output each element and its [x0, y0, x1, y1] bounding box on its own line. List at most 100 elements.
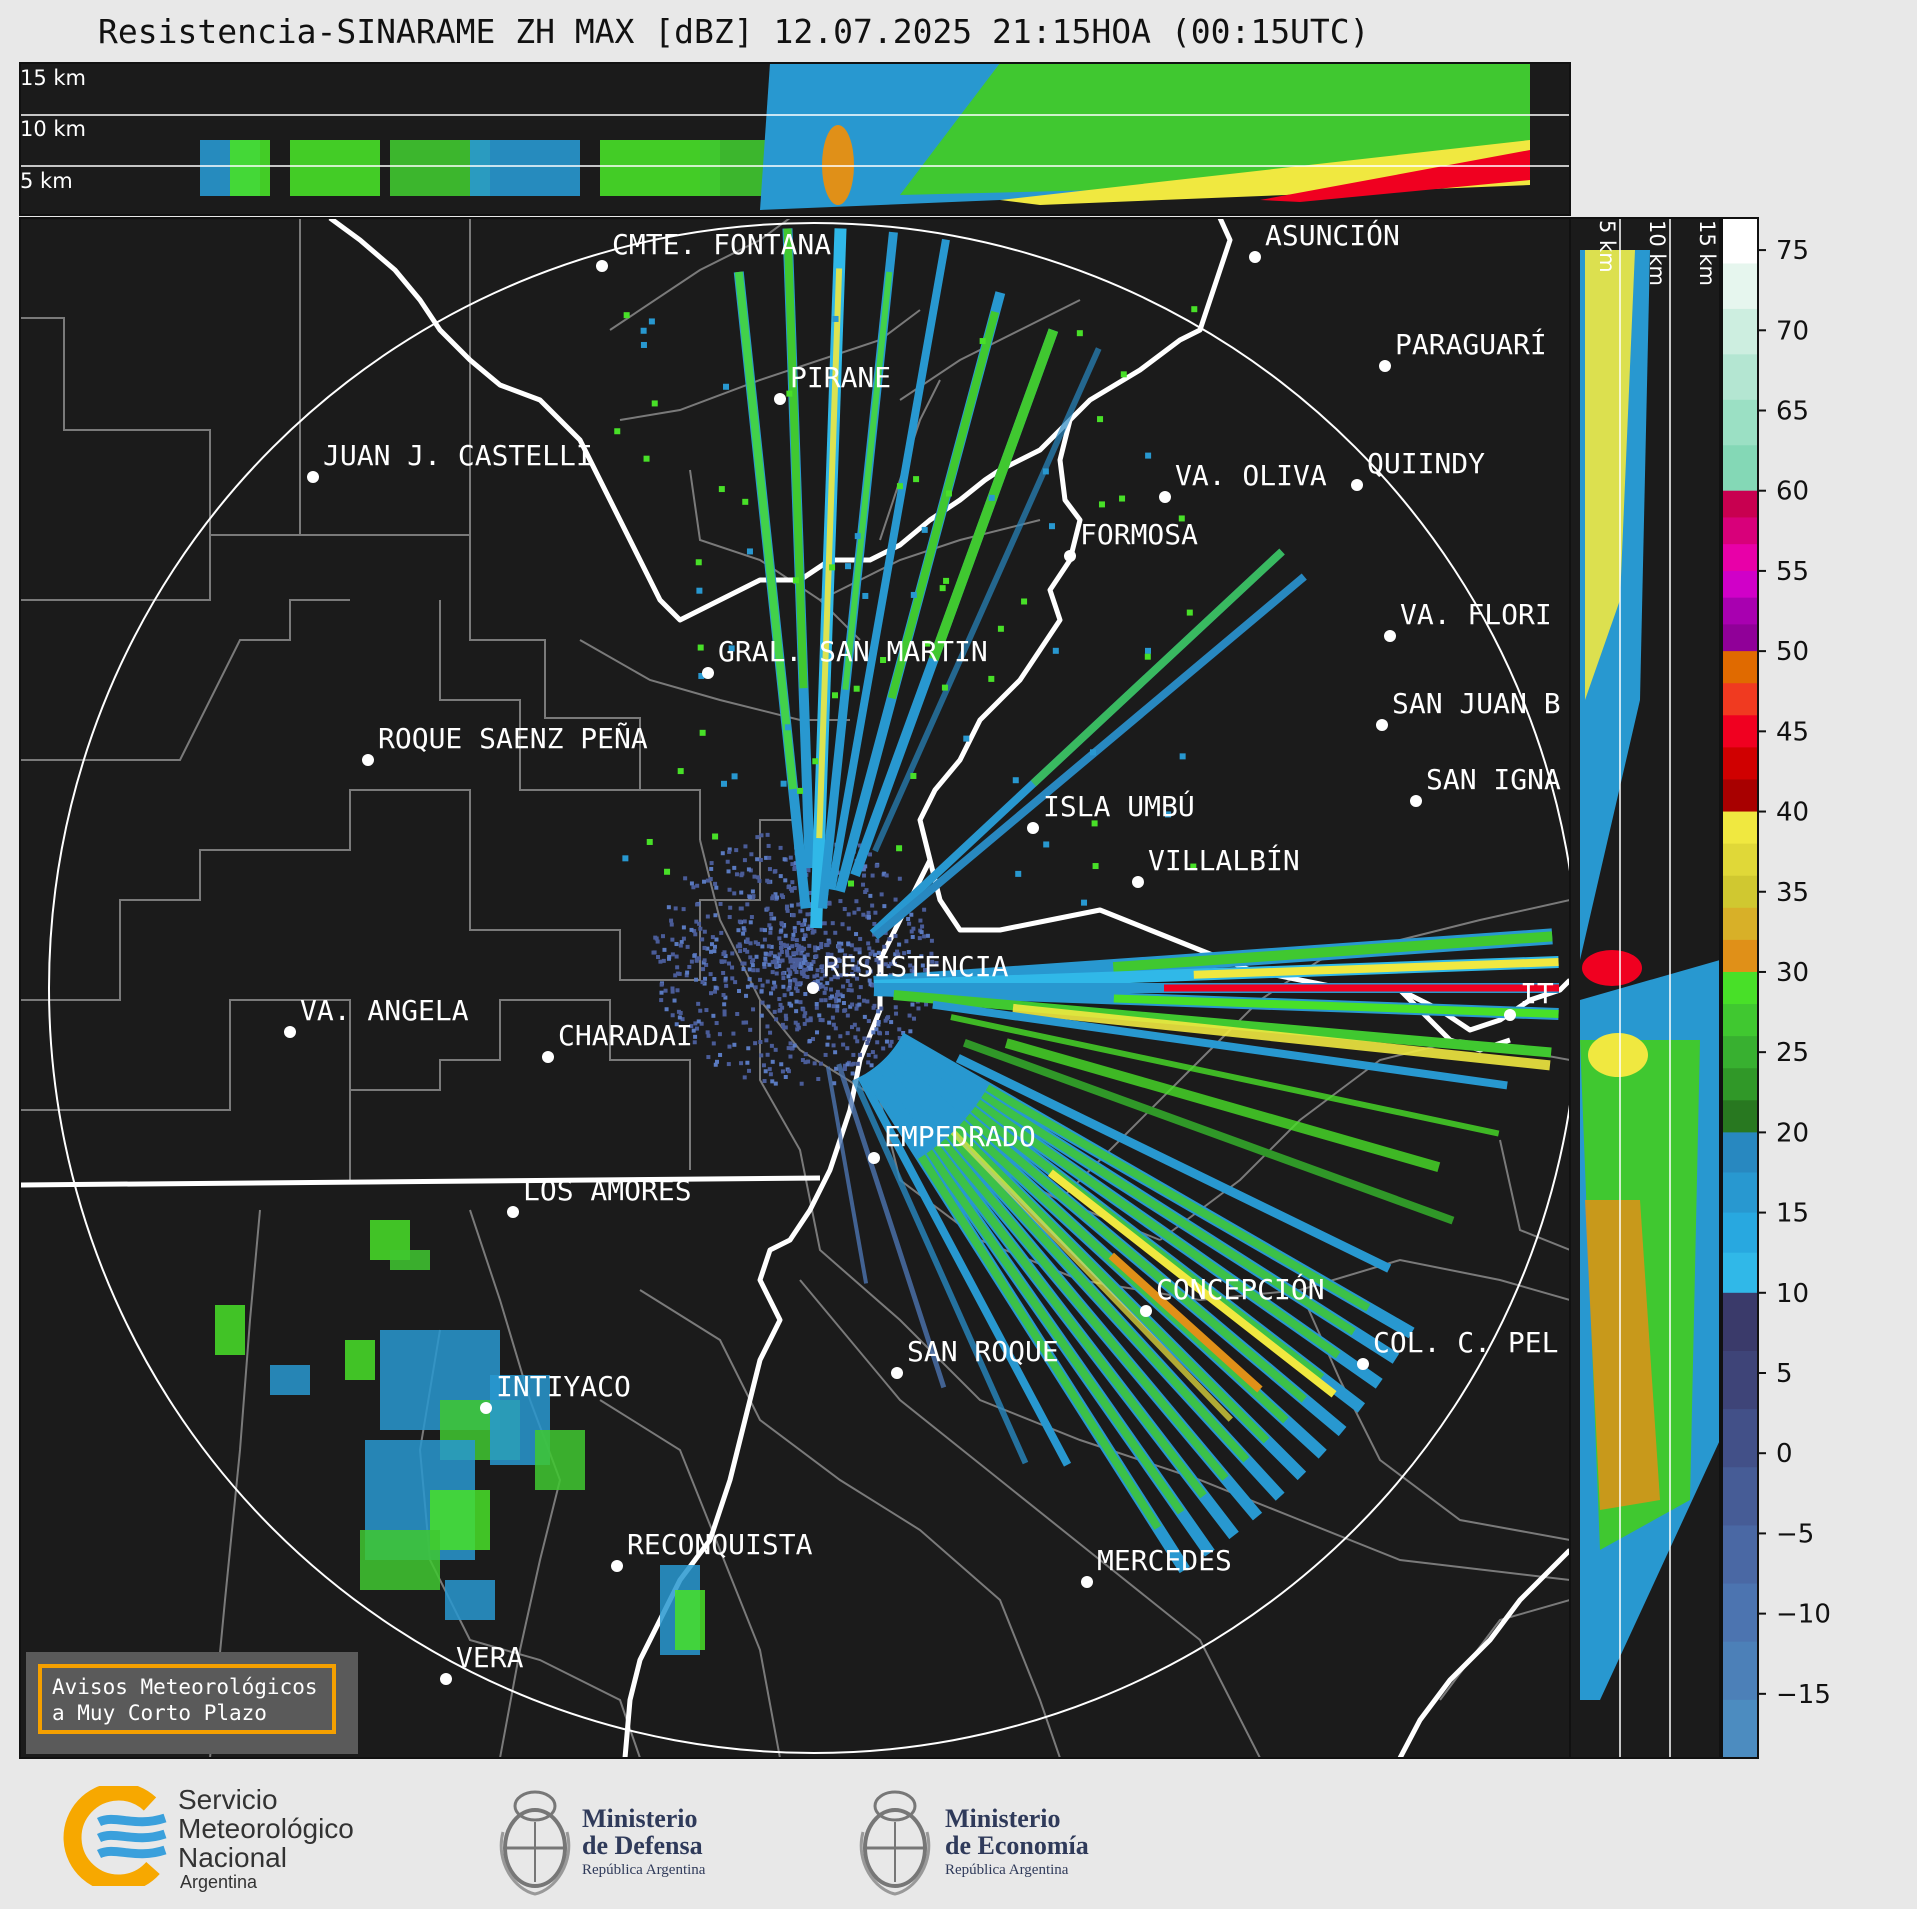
- city-label: INTIYACO: [496, 1370, 631, 1403]
- echo-cell: [866, 1053, 871, 1058]
- echo-cell: [786, 1046, 791, 1051]
- echo-beam: [918, 1154, 1162, 1530]
- echo-cell: [651, 950, 656, 955]
- echo-beam: [816, 268, 843, 839]
- echo-cell: [742, 498, 749, 505]
- echo-cell: [842, 1067, 847, 1072]
- colorbar-segment: [1722, 939, 1758, 973]
- echo-cell: [662, 947, 667, 952]
- echo-cell: [851, 973, 856, 978]
- smn-line2: Meteorológico: [178, 1813, 354, 1844]
- echo-cell: [913, 476, 920, 483]
- echo-cell: [676, 1009, 681, 1014]
- echo-cell: [876, 950, 881, 955]
- profile-echo: [290, 140, 380, 196]
- echo-cell: [723, 976, 728, 981]
- echo-cell: [897, 1036, 902, 1041]
- echo-cell: [783, 1025, 788, 1030]
- echo-cell: [783, 1075, 788, 1080]
- echo-cell: [897, 942, 902, 947]
- city-dot: [1376, 719, 1388, 731]
- echo-cell: [837, 944, 842, 949]
- city-dot: [1159, 491, 1171, 503]
- echo-cell: [857, 843, 862, 848]
- echo-cell: [723, 954, 728, 959]
- echo-cell: [713, 989, 718, 994]
- echo-beam: [872, 347, 1102, 853]
- echo-cell: [800, 922, 805, 927]
- echo-cell: [870, 903, 875, 908]
- echo-cell: [853, 964, 858, 969]
- echo-cell: [822, 973, 827, 978]
- colorbar-segment: [1722, 1252, 1758, 1294]
- echo-cell: [735, 944, 740, 949]
- echo-cell: [911, 965, 916, 970]
- echo-cell: [683, 876, 688, 881]
- echo-cell: [765, 1052, 770, 1057]
- echo-cell: [659, 998, 664, 1003]
- colorbar-tick-label: −15: [1776, 1680, 1831, 1710]
- economia-line2: de Economía: [945, 1831, 1089, 1860]
- echo-cell: [777, 964, 782, 969]
- echo-beam: [932, 1144, 1207, 1499]
- echo-beam: [734, 271, 798, 790]
- city-label: VILLALBÍN: [1148, 843, 1300, 877]
- echo-cell: [832, 692, 839, 699]
- colorbar-segment: [1722, 445, 1758, 492]
- echo-cell: [1042, 468, 1049, 475]
- echo-cell: [742, 858, 747, 863]
- echo-cell: [674, 1022, 679, 1027]
- echo-cell: [760, 1000, 765, 1005]
- colorbar-tick-label: 45: [1776, 717, 1809, 747]
- echo-cell: [760, 983, 765, 988]
- echo-cell: [713, 913, 718, 918]
- echo-cell: [833, 1026, 838, 1031]
- echo-cell: [945, 490, 952, 497]
- echo-cell: [770, 960, 775, 965]
- echo-cell: [708, 877, 713, 882]
- colorbar-segment: [1722, 1699, 1758, 1759]
- city-label: VA. ANGELA: [300, 994, 469, 1027]
- echo-cell: [759, 1013, 764, 1018]
- echo-cell: [766, 1004, 771, 1009]
- echo-cell: [802, 922, 807, 927]
- side-height-profile: 5 km 10 km 15 km: [1569, 217, 1721, 1759]
- echo-cell: [779, 949, 784, 954]
- echo-cell: [669, 918, 674, 923]
- echo-cell: [855, 1039, 860, 1044]
- smn-logo-icon: [63, 1786, 167, 1886]
- echo-cell: [768, 926, 773, 931]
- colorbar-segment: [1722, 597, 1758, 625]
- echo-cell: [806, 868, 811, 873]
- colorbar-tick-label: 15: [1776, 1199, 1809, 1229]
- echo-cell: [830, 1015, 835, 1020]
- echo-cell: [827, 1020, 832, 1025]
- echo-cell: [835, 989, 840, 994]
- city-dot: [1081, 1576, 1093, 1588]
- echo-cell: [854, 932, 859, 937]
- echo-cell: [820, 1018, 825, 1023]
- echo-beam: [827, 238, 950, 891]
- echo-cell: [749, 852, 754, 857]
- echo-cell: [854, 899, 859, 904]
- echo-cell: [868, 951, 873, 956]
- echo-cell: [737, 989, 742, 994]
- echo-cell: [767, 962, 772, 967]
- echo-cell: [862, 873, 867, 878]
- echo-cell: [752, 874, 757, 879]
- city-marker: ROQUE SAENZ PEÑA: [362, 721, 648, 766]
- echo-cell: [769, 950, 774, 955]
- echo-cell: [785, 908, 790, 913]
- city-dot: [1379, 360, 1391, 372]
- echo-cell: [689, 881, 694, 886]
- echo-cell: [805, 974, 810, 979]
- echo-cell: [826, 1035, 831, 1040]
- echo-cell: [830, 963, 835, 968]
- city-dot: [507, 1206, 519, 1218]
- echo-cell: [754, 954, 759, 959]
- echo-cell: [750, 963, 755, 968]
- echo-cell: [1081, 899, 1088, 906]
- echo-cell: [713, 881, 718, 886]
- echo-cell: [714, 937, 719, 942]
- echo-cell: [689, 927, 694, 932]
